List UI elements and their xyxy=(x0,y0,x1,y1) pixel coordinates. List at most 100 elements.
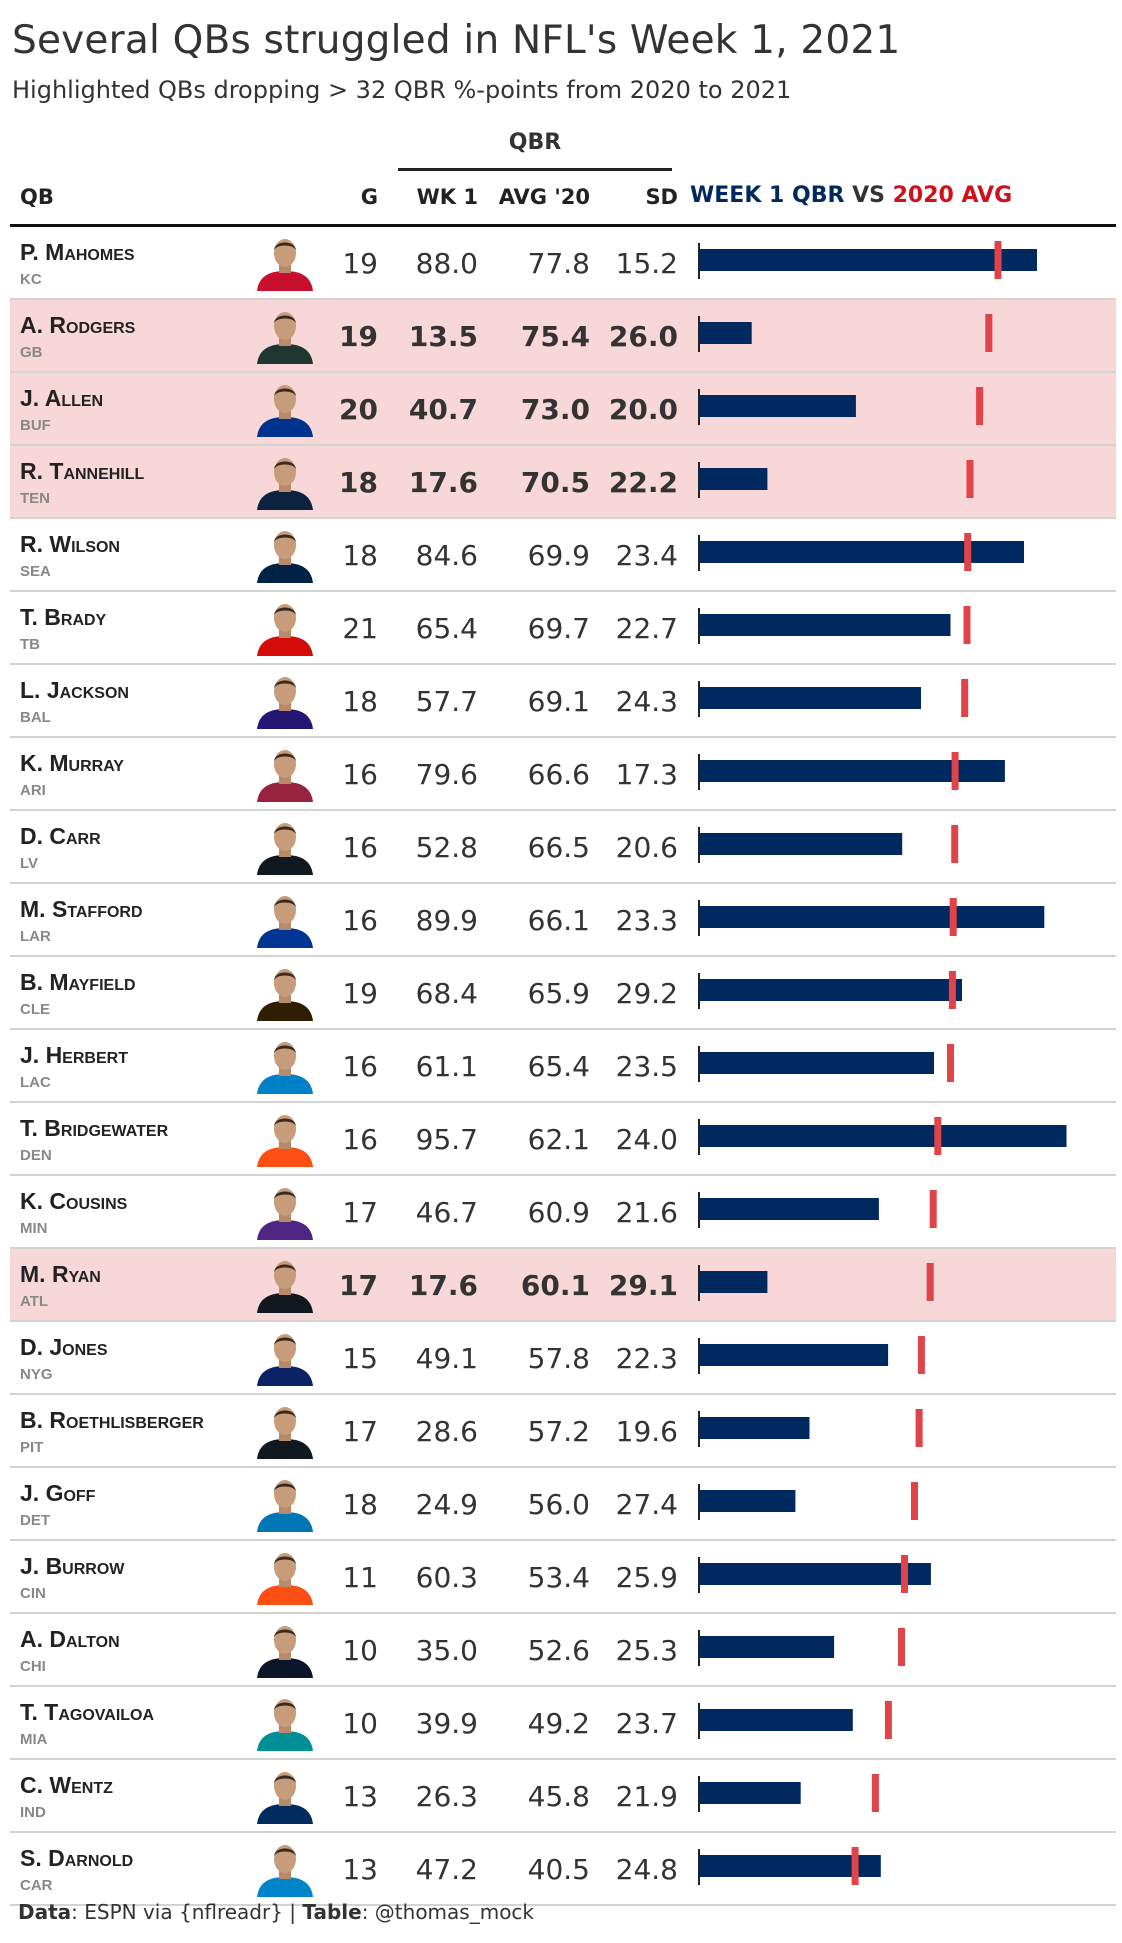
qbr-sd-value: 22.2 xyxy=(596,466,678,499)
avg2020-marker xyxy=(985,314,992,352)
team-abbr: CIN xyxy=(20,1585,46,1602)
avg2020-marker xyxy=(961,679,968,717)
column-header-qb: QB xyxy=(20,185,54,209)
avg2020-qbr-value: 62.1 xyxy=(500,1123,590,1156)
team-abbr: KC xyxy=(20,271,42,288)
column-header-bar: WEEK 1 QBR VS 2020 AVG xyxy=(690,183,1012,208)
player-headshot-avatar xyxy=(253,1184,317,1240)
footer-table-label: Table xyxy=(302,1900,361,1924)
avg2020-marker xyxy=(927,1263,934,1301)
player-headshot-avatar xyxy=(253,1403,317,1459)
avg2020-qbr-value: 45.8 xyxy=(500,1780,590,1813)
qb-name: K. Murray xyxy=(20,750,124,777)
avg2020-marker xyxy=(952,752,959,790)
week1-qbr-value: 26.3 xyxy=(396,1780,478,1813)
week1-qbr-bar xyxy=(700,1344,888,1366)
week1-qbr-bar xyxy=(700,906,1044,928)
avg2020-qbr-value: 69.1 xyxy=(500,685,590,718)
games-played-value: 18 xyxy=(320,466,378,499)
qbr-sd-value: 23.4 xyxy=(596,539,678,572)
games-played-value: 17 xyxy=(320,1269,378,1302)
qbr-spanner-rule xyxy=(398,168,672,171)
week1-qbr-bar xyxy=(700,468,767,490)
qbr-bar-cell xyxy=(688,811,1116,882)
qb-name: A. Dalton xyxy=(20,1626,120,1653)
qbr-bar-cell xyxy=(688,1176,1116,1247)
games-played-value: 18 xyxy=(320,685,378,718)
week1-qbr-value: 95.7 xyxy=(396,1123,478,1156)
qbr-bar-cell xyxy=(688,1103,1116,1174)
avg2020-qbr-value: 57.8 xyxy=(500,1342,590,1375)
table-row: A. DaltonCHI1035.052.625.3 xyxy=(10,1614,1116,1687)
week1-qbr-value: 40.7 xyxy=(396,393,478,426)
qbr-bar-cell xyxy=(688,1614,1116,1685)
player-headshot-avatar xyxy=(253,454,317,510)
player-headshot-avatar xyxy=(253,1768,317,1824)
footer-table-text: : @thomas_mock xyxy=(362,1900,534,1924)
table-row: D. JonesNYG1549.157.822.3 xyxy=(10,1322,1116,1395)
team-abbr: PIT xyxy=(20,1439,43,1456)
qbr-sd-value: 22.3 xyxy=(596,1342,678,1375)
qbr-sd-value: 21.6 xyxy=(596,1196,678,1229)
qbr-sd-value: 19.6 xyxy=(596,1415,678,1448)
week1-qbr-bar xyxy=(700,541,1024,563)
week1-qbr-value: 17.6 xyxy=(396,466,478,499)
avg2020-marker xyxy=(934,1117,941,1155)
qb-name: B. Mayfield xyxy=(20,969,136,996)
qb-name: J. Herbert xyxy=(20,1042,128,1069)
qbr-sd-value: 22.7 xyxy=(596,612,678,645)
qbr-sd-value: 23.3 xyxy=(596,904,678,937)
qbr-sd-value: 25.9 xyxy=(596,1561,678,1594)
qbr-bar-cell xyxy=(688,1687,1116,1758)
team-abbr: BUF xyxy=(20,417,51,434)
qb-name: J. Goff xyxy=(20,1480,95,1507)
team-abbr: GB xyxy=(20,344,43,361)
qbr-bar-cell xyxy=(688,373,1116,444)
team-abbr: LAC xyxy=(20,1074,51,1091)
week1-qbr-value: 61.1 xyxy=(396,1050,478,1083)
games-played-value: 18 xyxy=(320,1488,378,1521)
avg2020-marker xyxy=(995,241,1002,279)
qbr-bar-cell xyxy=(688,957,1116,1028)
player-headshot-avatar xyxy=(253,308,317,364)
bar-header-vs: VS xyxy=(844,183,892,208)
player-headshot-avatar xyxy=(253,746,317,802)
qb-name: A. Rodgers xyxy=(20,312,135,339)
avg2020-qbr-value: 60.1 xyxy=(500,1269,590,1302)
column-header-wk1: WK 1 xyxy=(396,185,478,209)
games-played-value: 20 xyxy=(320,393,378,426)
column-header-g: G xyxy=(320,185,378,209)
team-abbr: LAR xyxy=(20,928,51,945)
bar-header-week1: WEEK 1 QBR xyxy=(690,183,844,208)
table-row: T. TagovailoaMIA1039.949.223.7 xyxy=(10,1687,1116,1760)
week1-qbr-value: 49.1 xyxy=(396,1342,478,1375)
avg2020-marker xyxy=(916,1409,923,1447)
chart-subtitle: Highlighted QBs dropping > 32 QBR %-poin… xyxy=(12,76,791,104)
chart-footer: Data: ESPN via {nflreadr} | Table: @thom… xyxy=(18,1900,534,1924)
avg2020-qbr-value: 75.4 xyxy=(500,320,590,353)
player-headshot-avatar xyxy=(253,600,317,656)
week1-qbr-value: 35.0 xyxy=(396,1634,478,1667)
avg2020-qbr-value: 66.1 xyxy=(500,904,590,937)
avg2020-qbr-value: 52.6 xyxy=(500,1634,590,1667)
team-abbr: CAR xyxy=(20,1877,53,1894)
qbr-sd-value: 23.5 xyxy=(596,1050,678,1083)
week1-qbr-value: 84.6 xyxy=(396,539,478,572)
games-played-value: 10 xyxy=(320,1707,378,1740)
team-abbr: LV xyxy=(20,855,38,872)
avg2020-marker xyxy=(898,1628,905,1666)
table-row: B. RoethlisbergerPIT1728.657.219.6 xyxy=(10,1395,1116,1468)
avg2020-marker xyxy=(949,971,956,1009)
qbr-sd-value: 20.6 xyxy=(596,831,678,864)
week1-qbr-bar xyxy=(700,395,856,417)
qb-name: D. Jones xyxy=(20,1334,108,1361)
qbr-bar-cell xyxy=(688,227,1116,298)
team-abbr: MIA xyxy=(20,1731,48,1748)
week1-qbr-bar xyxy=(700,1636,834,1658)
avg2020-qbr-value: 70.5 xyxy=(500,466,590,499)
week1-qbr-value: 57.7 xyxy=(396,685,478,718)
avg2020-qbr-value: 56.0 xyxy=(500,1488,590,1521)
qb-name: B. Roethlisberger xyxy=(20,1407,204,1434)
week1-qbr-value: 65.4 xyxy=(396,612,478,645)
qbr-bar-cell xyxy=(688,446,1116,517)
